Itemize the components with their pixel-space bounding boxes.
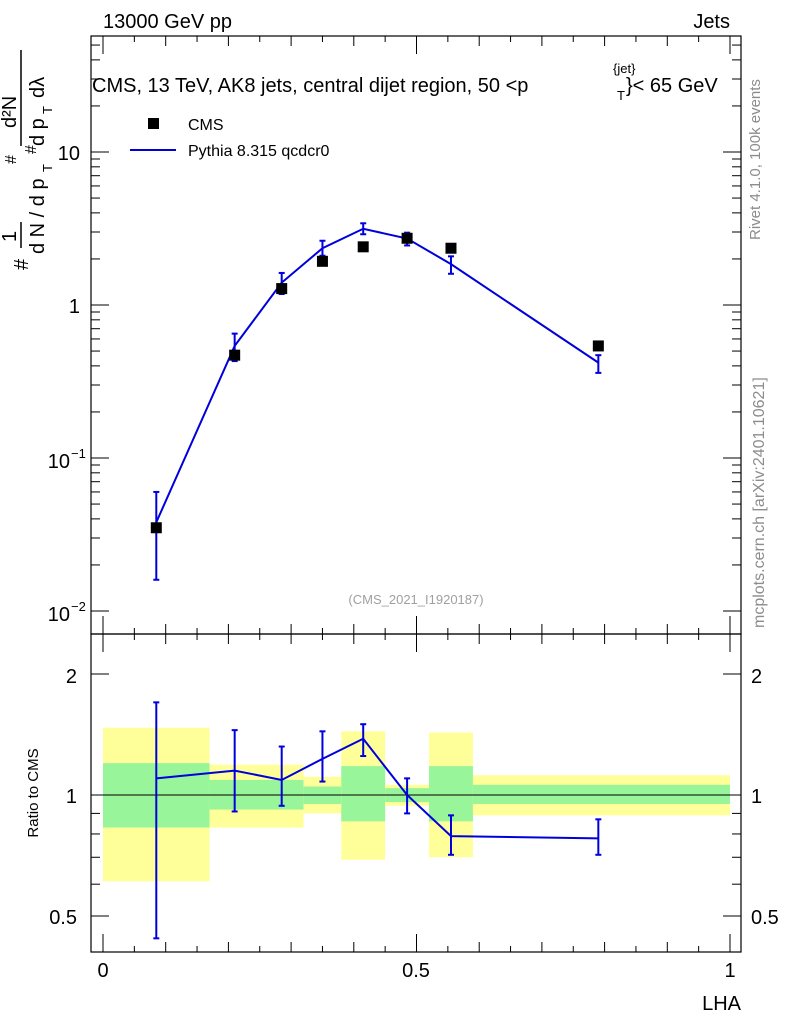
chart-title: CMS, 13 TeV, AK8 jets, central dijet reg… [92, 61, 718, 103]
ratio-y-label-2-right: 2 [751, 666, 762, 688]
title-sub: T [617, 88, 625, 103]
cms-data-point [357, 241, 369, 253]
title-sup: {jet} [613, 61, 636, 76]
y-tick-label-0.01: 10 [48, 604, 70, 626]
uncertainty-band-green [472, 784, 730, 804]
x-tick-label-0: 0 [97, 960, 108, 982]
ratio-y-tick-labels: 2 1 0.5 2 1 0.5 [49, 666, 779, 929]
cms-data-point [276, 283, 288, 295]
main-y-tick-labels: 10 1 10 −1 10 −2 [48, 143, 86, 626]
x-tick-label-1: 1 [724, 960, 735, 982]
ratio-y-label-1-right: 1 [751, 786, 762, 808]
main-y-axis-label: # 1 d N / d p T # d²N d p T dλ # [0, 50, 55, 270]
beam-label: 13000 GeV pp [103, 11, 232, 33]
svg-text:T: T [40, 164, 55, 172]
cms-data-point [401, 232, 413, 244]
cms-data-point [445, 242, 457, 254]
ratio-y-label-2-left: 2 [66, 666, 77, 688]
ratio-pythia-line [156, 737, 599, 840]
rivet-label: Rivet 4.1.0, 100k events [747, 79, 764, 240]
y-tick-label-0.1: 10 [48, 451, 70, 473]
cms-data-point [592, 340, 604, 352]
legend-cms-marker [148, 118, 159, 129]
ratio-y-label-1-left: 1 [66, 786, 77, 808]
ratio-ticks [91, 634, 741, 952]
y-tick-label-1: 1 [69, 296, 80, 318]
svg-text:#: # [11, 258, 33, 270]
source-label: mcplots.cern.ch [arXiv:2401.10621] [751, 377, 768, 628]
cms-data-point [316, 255, 328, 267]
title-tail: }< 65 GeV [626, 75, 718, 97]
ratio-data-layer [153, 701, 602, 940]
cms-data-point [229, 349, 241, 361]
ratio-y-axis-label: Ratio to CMS [25, 748, 42, 837]
svg-text:d N / d p: d N / d p [27, 178, 49, 254]
legend: CMS Pythia 8.315 qcdcr0 [130, 117, 330, 160]
category-label: Jets [693, 11, 730, 33]
x-tick-labels: 0 0.5 1 [97, 960, 735, 982]
svg-text:dλ: dλ [27, 77, 49, 98]
svg-text:T: T [40, 106, 55, 114]
y-tick-label-10: 10 [58, 143, 80, 165]
cms-data-point [150, 522, 162, 534]
ratio-y-label-0.5-left: 0.5 [49, 907, 77, 929]
svg-text:#: # [3, 155, 20, 164]
ratio-panel: 2 1 0.5 2 1 0.5 0 0.5 1 Ratio to CMS LHA [25, 633, 779, 1015]
uncertainty-band-green [341, 766, 386, 822]
svg-text:d p: d p [27, 118, 49, 146]
main-ticks [91, 36, 741, 634]
y-tick-exp-0.01: −2 [71, 599, 86, 614]
legend-pythia-label: Pythia 8.315 qcdcr0 [188, 143, 330, 160]
ratio-y-label-0.5-right: 0.5 [751, 907, 779, 929]
x-axis-label: LHA [702, 993, 742, 1015]
main-panel: 10 1 10 −1 10 −2 # 1 d N / d p T # d²N d… [0, 35, 742, 635]
title-main: CMS, 13 TeV, AK8 jets, central dijet reg… [92, 75, 528, 97]
y-tick-exp-0.1: −1 [71, 446, 86, 461]
uncertainty-band-green [429, 766, 473, 822]
x-tick-label-0.5: 0.5 [402, 960, 430, 982]
svg-text:1: 1 [0, 231, 21, 242]
main-data-layer [150, 222, 604, 581]
legend-cms-label: CMS [188, 117, 224, 134]
svg-text:#: # [23, 145, 40, 154]
analysis-watermark: (CMS_2021_I1920187) [348, 592, 483, 607]
svg-text:d²N: d²N [0, 96, 21, 128]
pythia-line [155, 227, 599, 523]
